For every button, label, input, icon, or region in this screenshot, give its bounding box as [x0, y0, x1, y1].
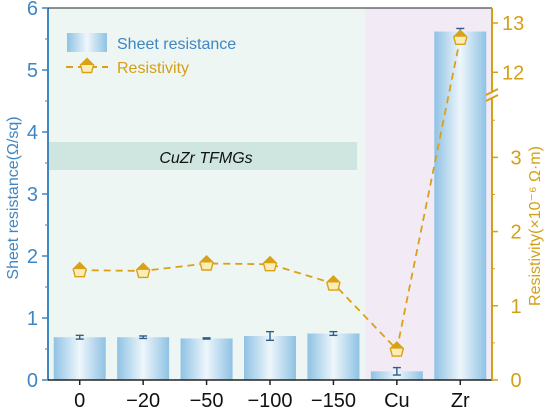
- bar-6: [434, 31, 487, 381]
- tfmg-label-band: [48, 142, 358, 170]
- y-left-tick-label-4: 4: [27, 122, 38, 144]
- bar-1: [117, 337, 170, 380]
- x-tick-label-2: −50: [190, 390, 224, 410]
- y-right-tick-label-1: 1: [510, 296, 521, 318]
- legend-label-line: Resistivity: [117, 60, 189, 77]
- x-tick-label-6: Zr: [451, 390, 470, 410]
- x-tick-label-3: −100: [247, 390, 292, 410]
- y-right-tick-label-3: 3: [510, 147, 521, 169]
- y-axis-left-title: Sheet resistance(Ω/sq): [5, 116, 22, 279]
- bar-0: [53, 337, 106, 380]
- resistivity-point-0: [72, 261, 87, 278]
- region-tfmg: [48, 8, 366, 380]
- y-right-tick-label-2: 2: [510, 222, 521, 244]
- bar-4: [307, 333, 360, 380]
- resistivity-point-5: [389, 341, 405, 357]
- resistivity-point-5-cap: [390, 342, 404, 349]
- x-tick-label-1: −20: [126, 390, 160, 410]
- tfmg-label: CuZr TFMGs: [159, 150, 252, 167]
- resistivity-point-2-cap: [200, 255, 214, 263]
- bar-3: [244, 335, 296, 380]
- resistivity-point-6: [453, 29, 468, 45]
- y-left-tick-label-1: 1: [27, 308, 38, 330]
- resistivity-point-4-cap: [326, 276, 340, 283]
- y-left-tick-label-6: 6: [27, 0, 38, 20]
- y-left-tick-label-2: 2: [27, 246, 38, 268]
- x-tick-label-0: 0: [74, 390, 85, 410]
- resistivity-point-3-cap: [263, 256, 277, 264]
- resistivity-point-1: [135, 262, 151, 279]
- axis-break-low: [485, 94, 499, 102]
- legend: Sheet resistance Resistivity: [66, 33, 236, 77]
- resistivity-point-0-cap: [73, 262, 87, 270]
- resistivity-point-6-cap: [453, 30, 467, 37]
- resistivity-point-1-cap: [136, 263, 150, 270]
- resistivity-point-2: [199, 254, 214, 271]
- legend-label-bar: Sheet resistance: [117, 36, 236, 53]
- legend-marker-line-cap: [80, 58, 94, 65]
- y-right-tick-label-0: 0: [510, 370, 521, 392]
- axis-break-high: [485, 88, 499, 96]
- y-right-upper-tick-label-0: 12: [502, 62, 524, 84]
- x-tick-label-4: −150: [311, 390, 356, 410]
- resistivity-point-3: [262, 255, 278, 272]
- y-right-upper-tick-label-1: 13: [502, 13, 524, 35]
- legend-swatch-bar: [67, 33, 107, 52]
- legend-marker-line: [79, 57, 95, 74]
- y-left-tick-label-5: 5: [27, 60, 38, 82]
- y-axis-right-title: Resistivity(×10⁻⁶ Ω·m): [527, 146, 544, 306]
- bar-2: [180, 338, 233, 380]
- y-left-tick-label-0: 0: [27, 370, 38, 392]
- y-left-tick-label-3: 3: [27, 184, 38, 206]
- resistivity-point-4: [326, 275, 341, 291]
- x-tick-label-5: Cu: [384, 390, 410, 410]
